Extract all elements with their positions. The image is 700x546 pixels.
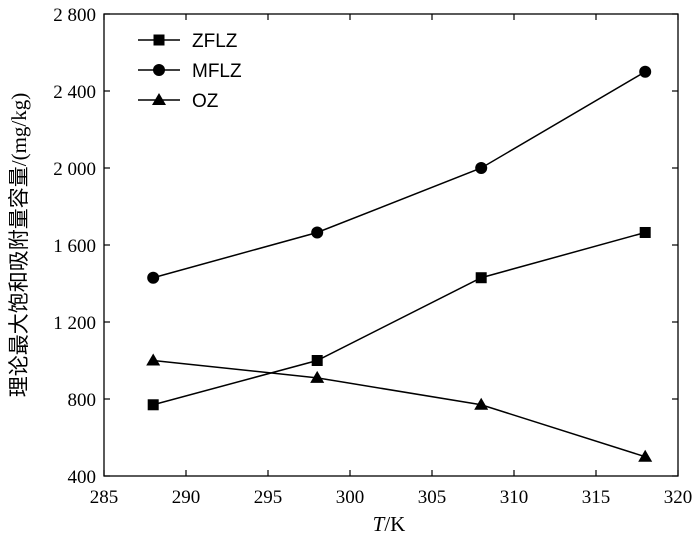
x-axis: 285 290 295 300 305 310 315 320 <box>90 14 693 508</box>
data-point-zflz <box>475 272 487 284</box>
y-tick-label: 2 000 <box>53 159 96 180</box>
data-point-zflz <box>311 355 323 366</box>
data-point-zflz <box>147 399 159 411</box>
y-tick-label: 1 600 <box>53 236 96 257</box>
legend-marker-oz <box>152 93 166 105</box>
x-axis-title: T/K <box>373 512 406 536</box>
x-axis-title-unit: /K <box>384 512 405 536</box>
x-tick-label: 315 <box>582 487 611 508</box>
y-axis: 400 800 1 200 1 600 2 000 2 400 2 800 <box>53 5 678 488</box>
legend: ZFLZ MFLZ OZ <box>138 31 242 112</box>
data-point-mflz <box>147 271 160 284</box>
legend-label-zflz: ZFLZ <box>192 31 238 52</box>
x-tick-label: 320 <box>664 487 693 508</box>
legend-marker-zflz <box>153 34 165 46</box>
y-tick-label: 2 400 <box>53 82 96 103</box>
data-point-oz <box>474 397 489 410</box>
series-layer <box>146 65 653 462</box>
x-tick-label: 300 <box>336 487 365 508</box>
x-tick-label: 295 <box>254 487 283 508</box>
legend-label-oz: OZ <box>192 91 219 112</box>
x-axis-title-italic: T <box>373 512 386 536</box>
data-point-zflz <box>639 226 651 238</box>
series-line-mflz <box>153 71 646 279</box>
x-tick-label: 310 <box>500 487 529 508</box>
legend-label-mflz: MFLZ <box>192 61 242 82</box>
y-tick-label: 1 200 <box>53 313 96 334</box>
data-point-mflz <box>475 162 488 174</box>
legend-marker-mflz <box>153 64 165 76</box>
data-point-oz <box>638 449 653 462</box>
data-point-mflz <box>639 65 652 78</box>
x-tick-label: 285 <box>90 487 119 508</box>
y-tick-label: 400 <box>68 467 97 488</box>
data-point-mflz <box>311 226 324 239</box>
plot-frame <box>103 13 679 477</box>
data-point-oz <box>310 370 325 383</box>
data-point-oz <box>146 353 161 366</box>
y-tick-label: 2 800 <box>53 5 96 26</box>
series-line-oz <box>153 359 646 458</box>
y-tick-label: 800 <box>68 390 97 411</box>
x-tick-label: 305 <box>418 487 447 508</box>
x-tick-label: 290 <box>172 487 201 508</box>
series-line-zflz <box>153 231 646 406</box>
y-axis-title: 理论最大饱和吸附量容量/(mg/kg) <box>7 93 31 398</box>
